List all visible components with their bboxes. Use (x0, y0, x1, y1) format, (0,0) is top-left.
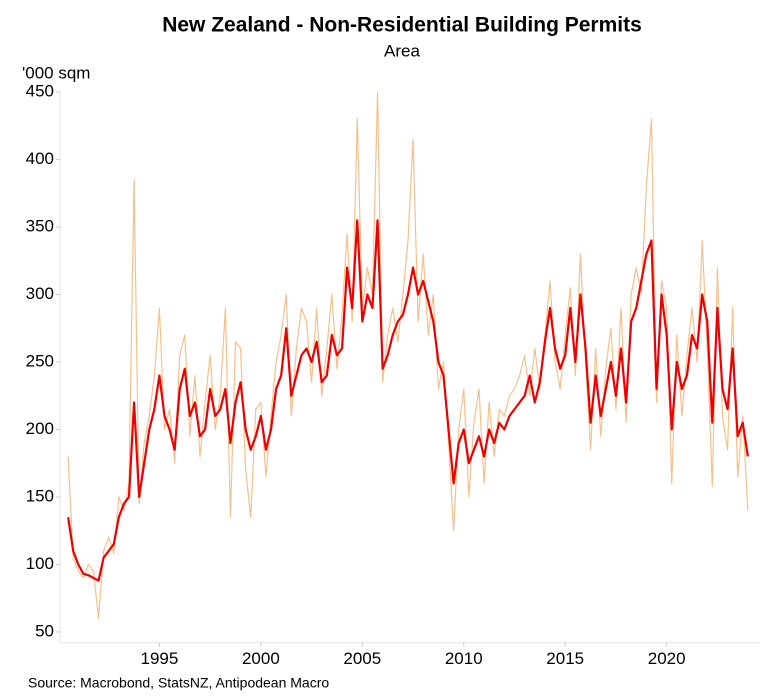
y-tick-label: 100 (26, 554, 54, 573)
y-tick-label: 200 (26, 419, 54, 438)
y-tick-label: 400 (26, 149, 54, 168)
x-tick-label: 2015 (546, 649, 584, 668)
chart-subtitle: Area (384, 41, 420, 60)
x-tick-label: 2005 (343, 649, 381, 668)
chart-title: New Zealand - Non-Residential Building P… (162, 14, 642, 37)
y-tick-label: 150 (26, 486, 54, 505)
y-axis-label: '000 sqm (22, 63, 90, 82)
y-tick-label: 250 (26, 351, 54, 370)
x-tick-label: 2000 (242, 649, 280, 668)
y-tick-label: 350 (26, 217, 54, 236)
y-tick-label: 300 (26, 284, 54, 303)
y-tick-label: 450 (26, 82, 54, 101)
y-tick-label: 50 (35, 621, 54, 640)
x-tick-label: 2010 (445, 649, 483, 668)
data-line (67, 91, 749, 620)
data-line (67, 219, 749, 582)
x-tick-label: 2020 (648, 649, 686, 668)
x-tick-label: 1995 (141, 649, 179, 668)
source-note: Source: Macrobond, StatsNZ, Antipodean M… (28, 675, 329, 691)
